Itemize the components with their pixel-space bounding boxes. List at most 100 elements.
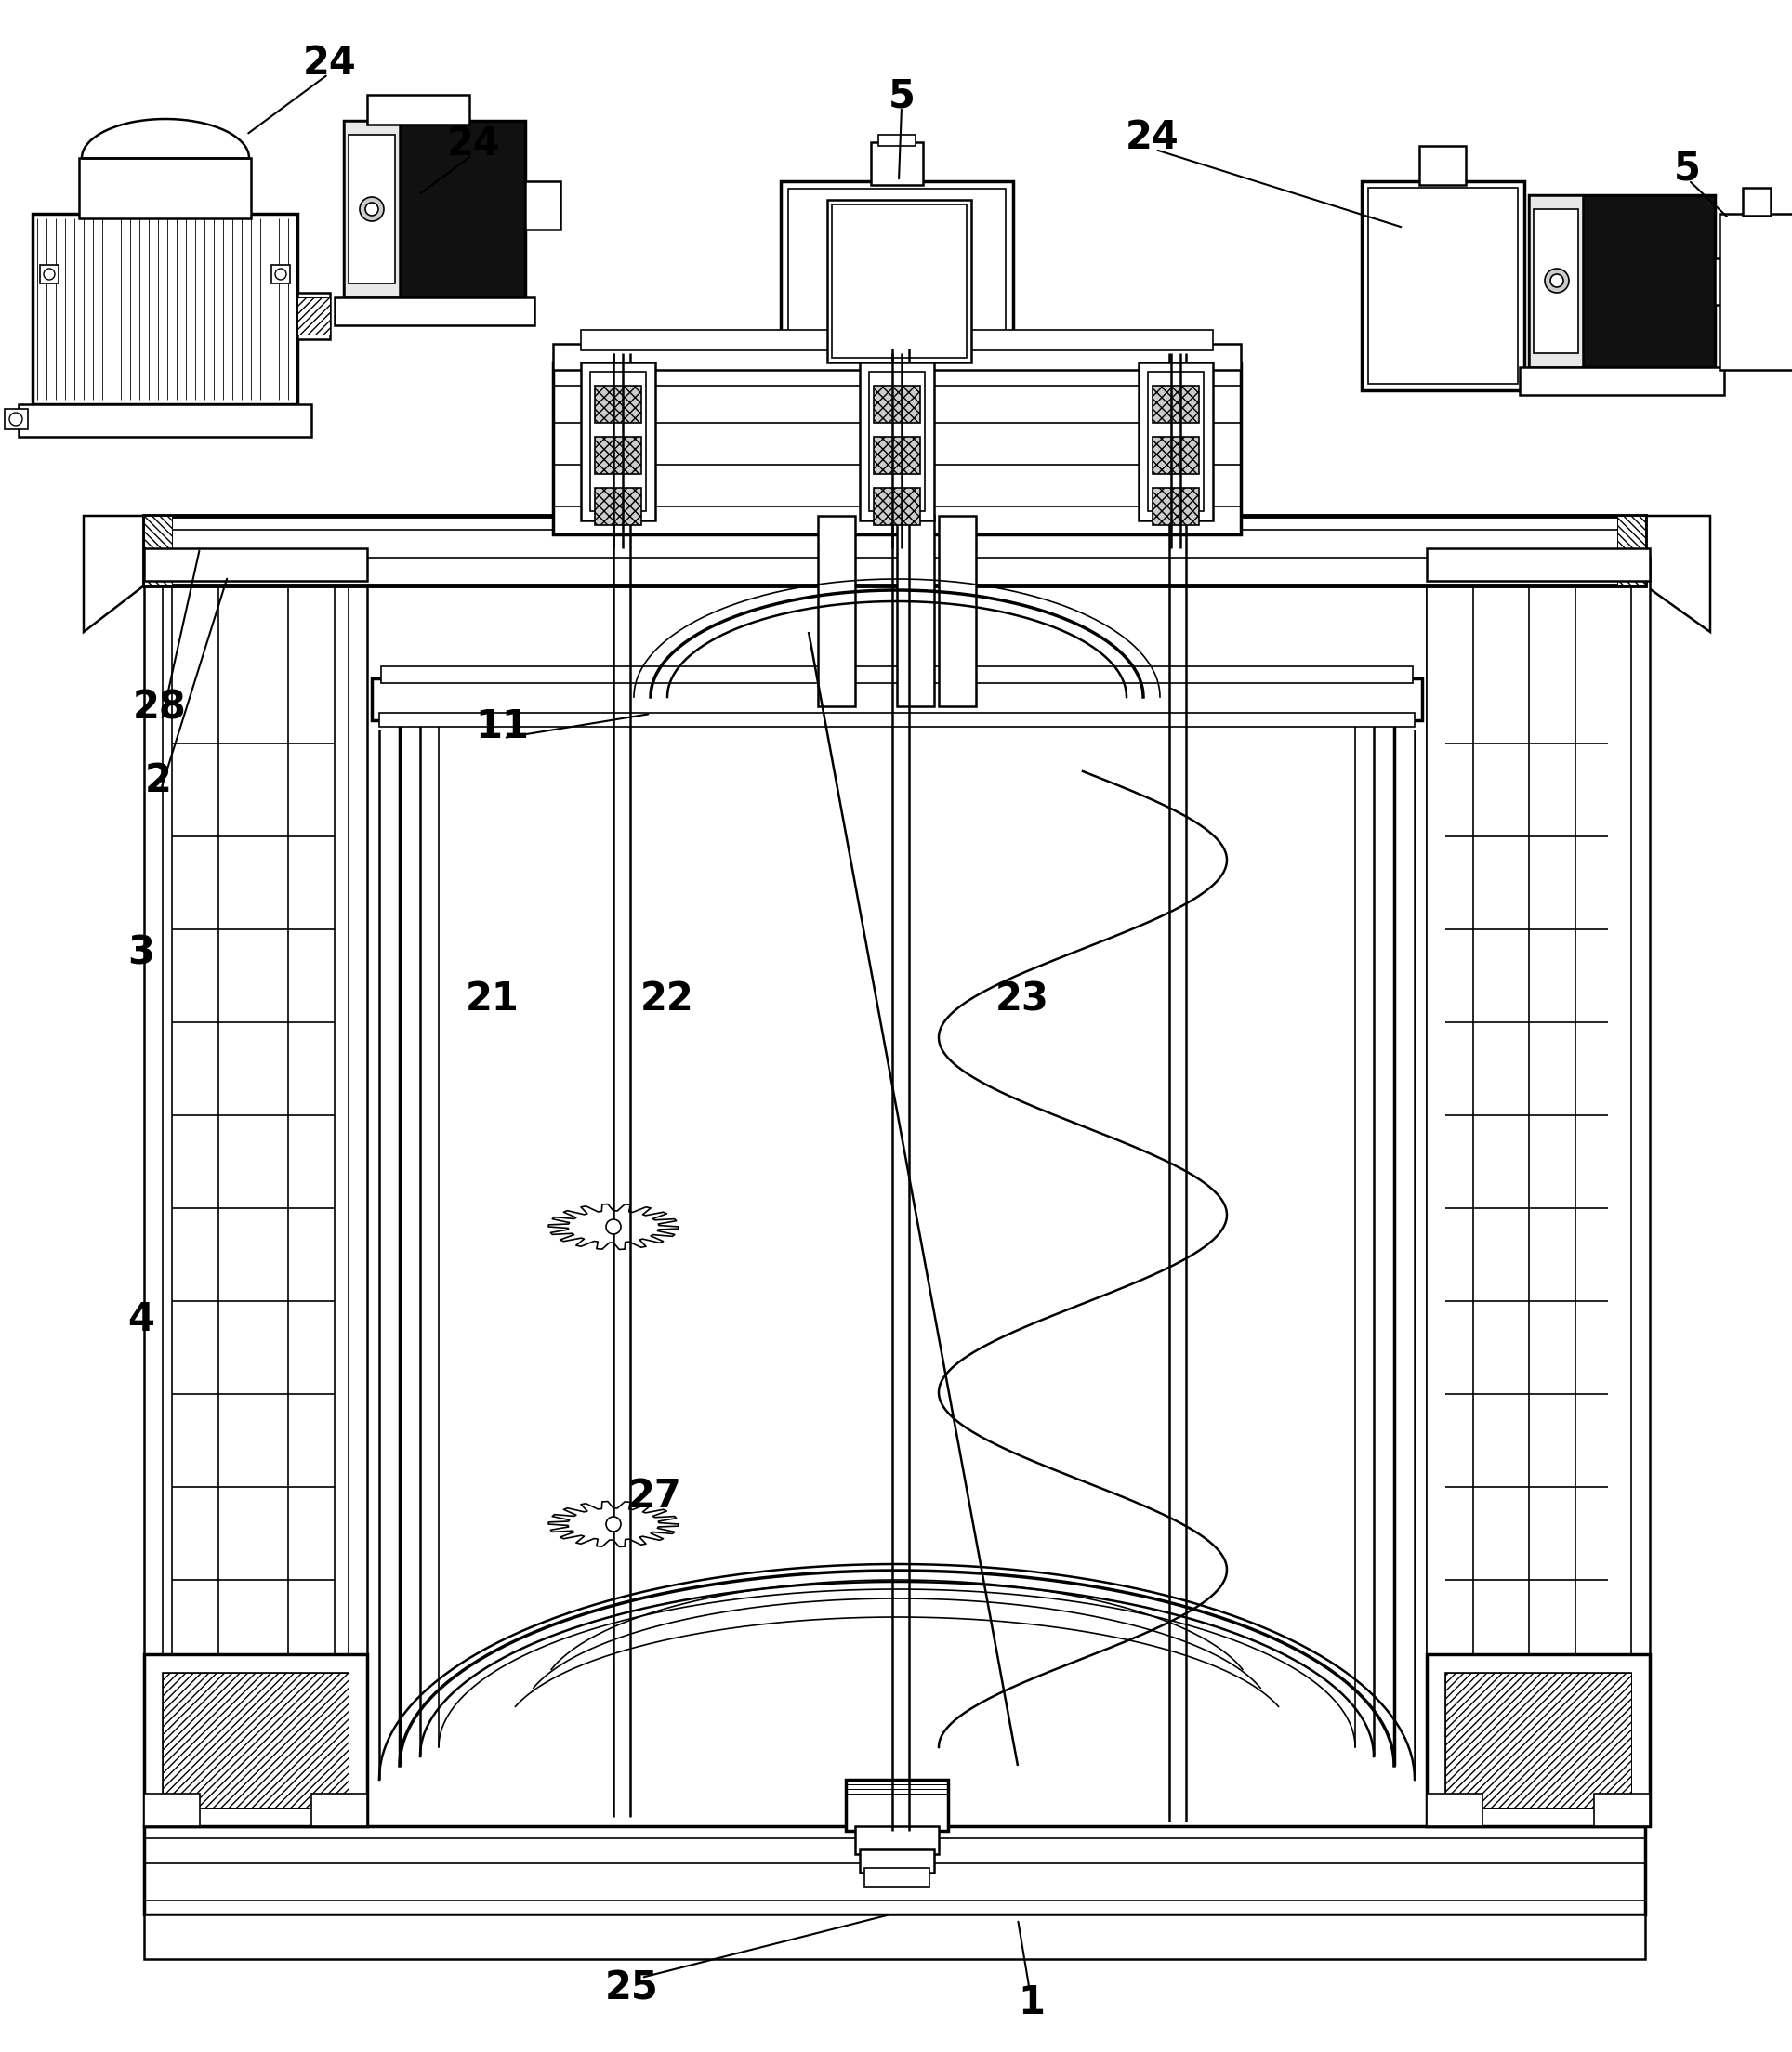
Bar: [1446, 1672, 1631, 1808]
Bar: [595, 488, 642, 525]
Bar: [781, 181, 1012, 419]
Bar: [554, 363, 1240, 534]
Bar: [1138, 363, 1213, 521]
Text: 24: 24: [303, 43, 357, 82]
Text: 3: 3: [127, 934, 154, 973]
Text: 5: 5: [889, 76, 916, 115]
Circle shape: [276, 269, 287, 279]
Bar: [18, 404, 312, 437]
Bar: [1419, 146, 1466, 185]
Text: 1: 1: [1018, 1982, 1045, 2023]
Bar: [1534, 209, 1579, 353]
Bar: [1529, 585, 1575, 1822]
Bar: [525, 181, 561, 230]
Bar: [297, 298, 330, 334]
Bar: [143, 515, 172, 585]
Bar: [297, 293, 330, 339]
Circle shape: [43, 269, 56, 279]
Bar: [1426, 558, 1650, 1826]
Bar: [860, 1849, 934, 1873]
Circle shape: [1550, 275, 1563, 287]
Bar: [788, 189, 1005, 410]
Text: 5: 5: [1674, 150, 1701, 189]
Bar: [1446, 1672, 1631, 1808]
Text: 11: 11: [475, 708, 529, 747]
Bar: [1720, 213, 1792, 369]
Bar: [1744, 187, 1770, 215]
Bar: [163, 1672, 349, 1808]
Bar: [898, 515, 934, 706]
Bar: [143, 558, 367, 1826]
Bar: [864, 1867, 930, 1886]
Bar: [581, 330, 1213, 351]
Bar: [1426, 1793, 1482, 1826]
Bar: [143, 1826, 1645, 1915]
Bar: [380, 712, 1414, 726]
Text: 28: 28: [133, 689, 186, 728]
Bar: [855, 1826, 939, 1855]
Bar: [1529, 195, 1715, 367]
Bar: [382, 667, 1412, 683]
Bar: [1426, 585, 1473, 1822]
Text: 21: 21: [466, 979, 520, 1018]
Bar: [1616, 515, 1645, 585]
Text: 25: 25: [606, 1970, 659, 2009]
Bar: [878, 135, 916, 146]
Bar: [846, 1779, 948, 1830]
Bar: [1367, 187, 1518, 384]
Bar: [143, 1793, 201, 1826]
Bar: [874, 488, 919, 525]
Bar: [172, 585, 219, 1822]
Bar: [1426, 548, 1650, 581]
Bar: [143, 548, 367, 581]
Text: 4: 4: [127, 1301, 154, 1340]
Circle shape: [606, 1516, 620, 1531]
Bar: [172, 540, 344, 558]
Circle shape: [366, 203, 378, 215]
Bar: [39, 265, 59, 283]
Bar: [1152, 437, 1199, 474]
Text: 24: 24: [448, 125, 500, 164]
Bar: [349, 135, 394, 283]
Circle shape: [360, 197, 383, 222]
Bar: [79, 158, 251, 218]
Text: 23: 23: [996, 979, 1050, 1018]
Bar: [1450, 540, 1622, 558]
Bar: [163, 552, 353, 581]
Bar: [1152, 488, 1199, 525]
Bar: [1529, 195, 1582, 367]
Text: 2: 2: [145, 761, 172, 800]
Bar: [344, 121, 525, 298]
Bar: [1715, 259, 1749, 306]
Bar: [1441, 552, 1631, 581]
Bar: [581, 363, 656, 521]
Bar: [163, 1672, 349, 1808]
Bar: [828, 199, 971, 363]
Bar: [817, 515, 855, 706]
Bar: [869, 371, 925, 511]
Text: 22: 22: [640, 979, 694, 1018]
Bar: [1152, 386, 1199, 423]
Bar: [831, 205, 966, 357]
Bar: [32, 213, 297, 404]
Circle shape: [9, 412, 22, 425]
Bar: [939, 515, 977, 706]
Circle shape: [1545, 269, 1570, 293]
Text: 24: 24: [1125, 119, 1179, 158]
Text: 27: 27: [629, 1477, 683, 1516]
Bar: [1149, 371, 1204, 511]
Bar: [554, 345, 1240, 369]
Bar: [312, 1793, 367, 1826]
Bar: [271, 265, 290, 283]
Bar: [367, 94, 470, 125]
Bar: [1595, 1793, 1650, 1826]
Bar: [5, 408, 29, 429]
Bar: [595, 437, 642, 474]
Bar: [874, 386, 919, 423]
Bar: [143, 1915, 1645, 1960]
Bar: [595, 386, 642, 423]
Bar: [871, 142, 923, 185]
Bar: [335, 298, 534, 326]
Polygon shape: [84, 515, 143, 632]
Bar: [143, 515, 1645, 585]
